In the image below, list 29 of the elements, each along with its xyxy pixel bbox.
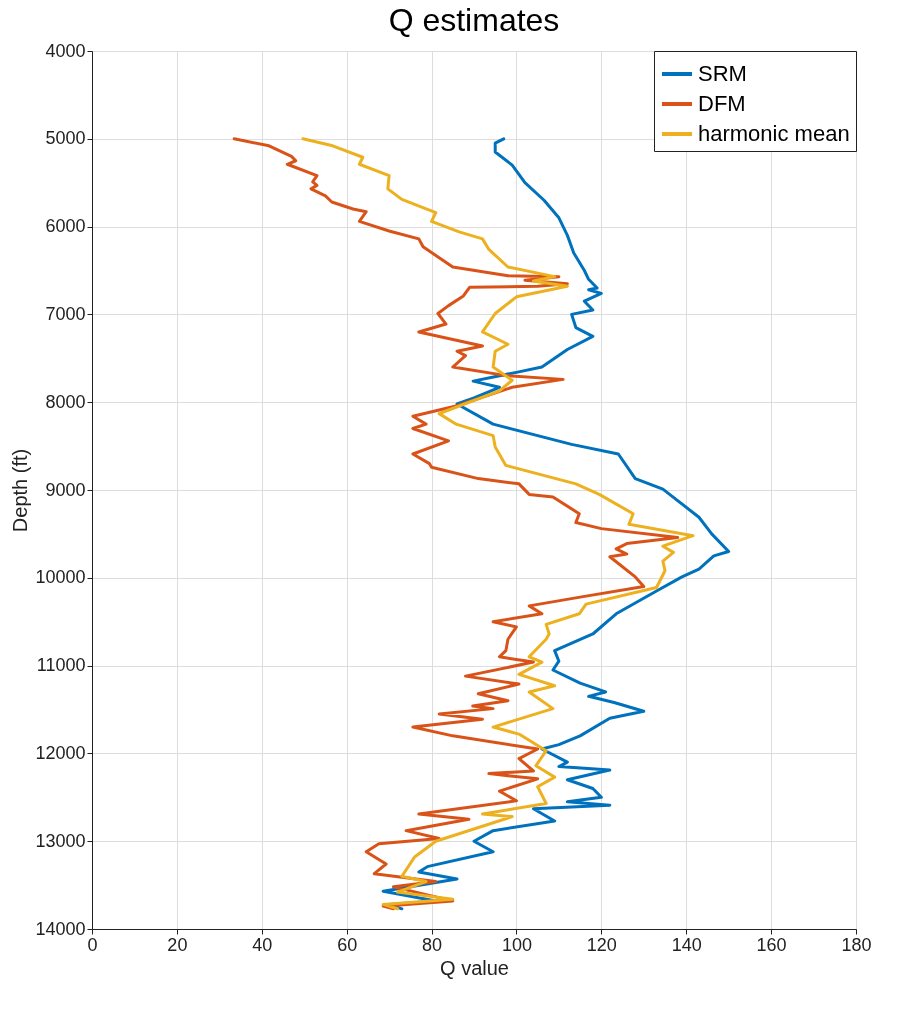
x-axis-title: Q value (440, 956, 509, 979)
y-tick-label: 13000 (35, 830, 86, 851)
y-tick-label: 9000 (45, 479, 86, 500)
y-tick-label: 6000 (45, 216, 86, 237)
line-series (232, 137, 680, 911)
x-tick-label: 120 (586, 934, 617, 955)
x-tick-label: 40 (252, 934, 273, 955)
y-tick-label: 8000 (45, 391, 86, 412)
x-tick-label: 80 (422, 934, 443, 955)
x-tick-label: 60 (337, 934, 358, 955)
chart-title: Q estimates (388, 2, 560, 38)
legend-label: DFM (698, 91, 746, 116)
line-series (301, 137, 695, 911)
y-tick-label: 10000 (35, 567, 86, 588)
y-axis-title: Depth (ft) (9, 448, 32, 533)
y-tick-label: 12000 (35, 742, 86, 763)
x-tick-label: 180 (841, 934, 872, 955)
x-tick-label: 140 (671, 934, 702, 955)
y-tick-label: 7000 (45, 303, 86, 324)
x-tick-label: 100 (501, 934, 532, 955)
y-tick-label: 14000 (35, 918, 86, 939)
legend-label: SRM (698, 61, 747, 86)
x-tick-label: 160 (756, 934, 787, 955)
y-tick-label: 4000 (45, 40, 86, 61)
y-tick-label: 11000 (36, 655, 86, 676)
x-tick-label: 0 (87, 934, 98, 955)
legend-label: harmonic mean (698, 121, 850, 146)
y-tick-label: 5000 (45, 128, 86, 149)
x-tick-label: 20 (167, 934, 188, 955)
